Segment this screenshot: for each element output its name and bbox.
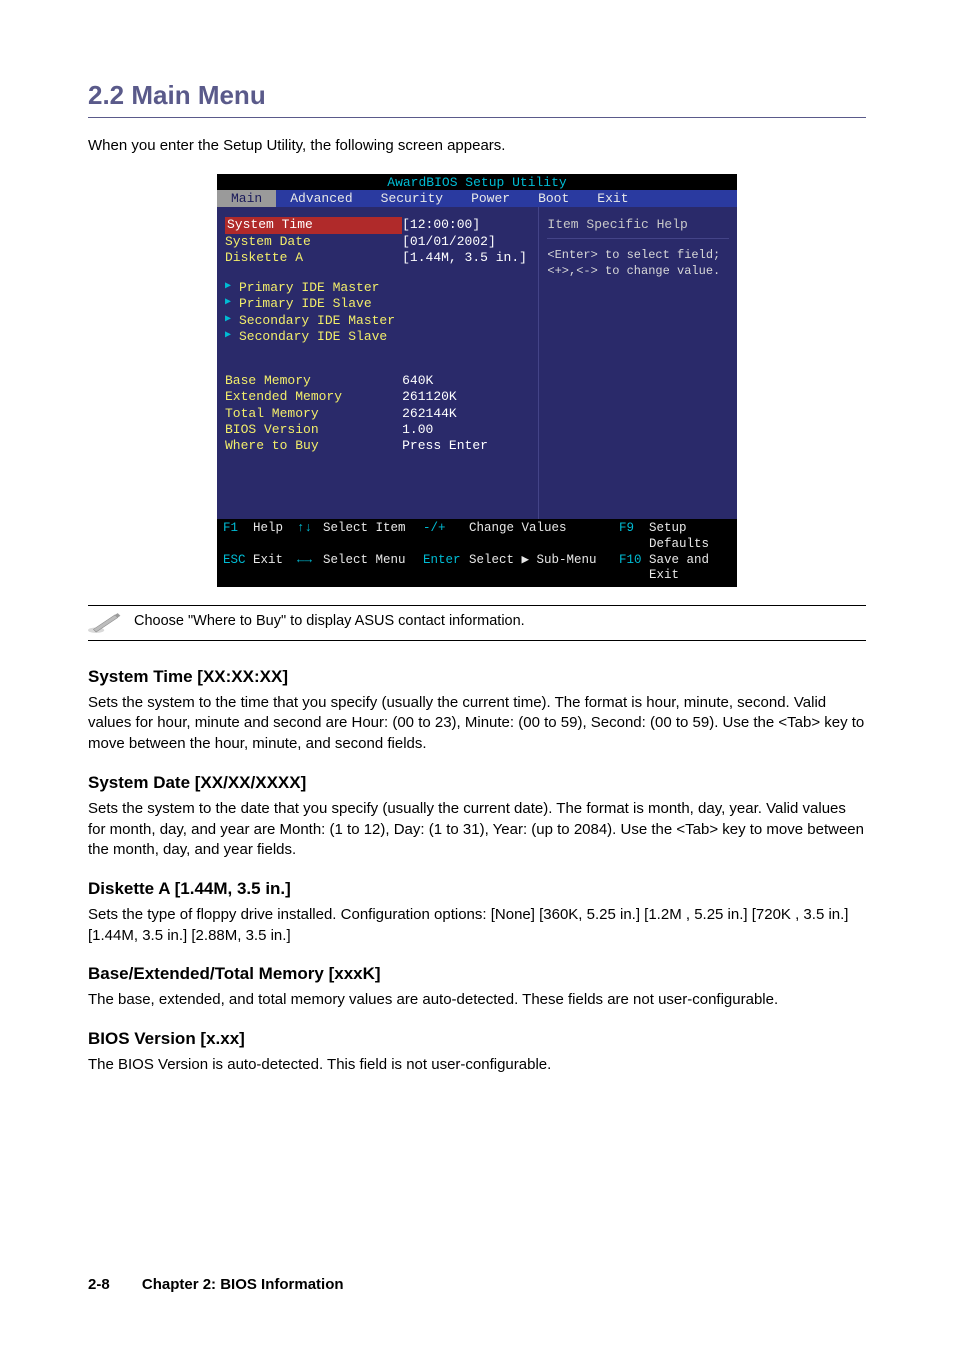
bios-footer-cell: ↑↓ [297, 521, 323, 552]
bios-field-label: Base Memory [225, 373, 402, 389]
bios-footer-cell: Select Item [323, 521, 423, 552]
bios-tab: Exit [583, 190, 642, 207]
bios-field-value: [12:00:00] [402, 217, 530, 233]
section-title: 2.2 Main Menu [88, 80, 866, 111]
bios-tab: Main [217, 190, 276, 207]
bios-submenu-item: Primary IDE Slave [225, 296, 530, 312]
bios-field-value: [01/01/2002] [402, 234, 530, 250]
bios-screenshot: AwardBIOS Setup Utility MainAdvancedSecu… [217, 174, 737, 587]
bios-footer-cell: F1 [223, 521, 253, 552]
bios-footer-cell: Exit [253, 553, 297, 584]
bios-submenu-item: Secondary IDE Slave [225, 329, 530, 345]
bios-field-value: Press Enter [402, 438, 530, 454]
bios-tab: Security [367, 190, 457, 207]
bios-field-value: 261120K [402, 389, 530, 405]
bios-footer-cell: Select Menu [323, 553, 423, 584]
bios-field-label: System Date [225, 234, 402, 250]
bios-footer-cell: F10 [619, 553, 649, 584]
bios-help-title: Item Specific Help [547, 217, 729, 239]
param-body: The BIOS Version is auto-detected. This … [88, 1055, 866, 1076]
bios-field-label: BIOS Version [225, 422, 402, 438]
bios-footer-cell: F9 [619, 521, 649, 552]
bios-field-label: Where to Buy [225, 438, 402, 454]
intro-text: When you enter the Setup Utility, the fo… [88, 136, 866, 156]
bios-left-panel: System Time[12:00:00]System Date[01/01/2… [217, 207, 539, 519]
bios-field-value: 262144K [402, 406, 530, 422]
param-body: Sets the system to the date that you spe… [88, 799, 866, 861]
param-body: Sets the system to the time that you spe… [88, 693, 866, 755]
bios-row: System Time[12:00:00] [225, 217, 530, 233]
section-rule [88, 117, 866, 118]
param-body: The base, extended, and total memory val… [88, 990, 866, 1011]
bios-help-body: <Enter> to select field; <+>,<-> to chan… [547, 247, 729, 279]
bios-tabs: MainAdvancedSecurityPowerBootExit [217, 190, 737, 207]
bios-row: Extended Memory261120K [225, 389, 530, 405]
bios-footer-cell: ←→ [297, 553, 323, 584]
bios-footer-cell: Change Values [469, 521, 619, 552]
bios-row: Where to BuyPress Enter [225, 438, 530, 454]
bios-footer-cell: ESC [223, 553, 253, 584]
bios-field-label: System Time [225, 217, 402, 233]
param-heading: System Date [XX/XX/XXXX] [88, 773, 866, 793]
bios-row: BIOS Version1.00 [225, 422, 530, 438]
bios-submenu-item: Primary IDE Master [225, 280, 530, 296]
bios-row: Base Memory640K [225, 373, 530, 389]
bios-tab: Boot [524, 190, 583, 207]
bios-footer-cell: Help [253, 521, 297, 552]
pen-icon [88, 612, 124, 634]
note-row: Choose "Where to Buy" to display ASUS co… [88, 605, 866, 641]
param-heading: System Time [XX:XX:XX] [88, 667, 866, 687]
bios-footer-cell: Setup Defaults [649, 521, 731, 552]
bios-field-value: [1.44M, 3.5 in.] [402, 250, 530, 266]
page-footer: 2-8 Chapter 2: BIOS Information [88, 1276, 344, 1293]
bios-help-panel: Item Specific Help <Enter> to select fie… [539, 207, 737, 519]
param-heading: Diskette A [1.44M, 3.5 in.] [88, 879, 866, 899]
bios-submenu-item: Secondary IDE Master [225, 313, 530, 329]
param-heading: BIOS Version [x.xx] [88, 1029, 866, 1049]
bios-field-label: Diskette A [225, 250, 402, 266]
bios-field-value: 640K [402, 373, 530, 389]
bios-footer-cell: Enter [423, 553, 469, 584]
bios-field-label: Total Memory [225, 406, 402, 422]
bios-footer-cell: -/+ [423, 521, 469, 552]
bios-footer: F1Help↑↓Select Item-/+Change ValuesF9Set… [217, 519, 737, 587]
bios-field-value: 1.00 [402, 422, 530, 438]
bios-footer-cell: Save and Exit [649, 553, 731, 584]
bios-footer-cell: Select ▶ Sub-Menu [469, 553, 619, 584]
bios-row: Total Memory262144K [225, 406, 530, 422]
bios-title: AwardBIOS Setup Utility [217, 174, 737, 190]
note-text: Choose "Where to Buy" to display ASUS co… [134, 612, 525, 631]
bios-field-label: Extended Memory [225, 389, 402, 405]
bios-row: System Date[01/01/2002] [225, 234, 530, 250]
bios-tab: Power [457, 190, 524, 207]
param-body: Sets the type of floppy drive installed.… [88, 905, 866, 946]
param-heading: Base/Extended/Total Memory [xxxK] [88, 964, 866, 984]
bios-tab: Advanced [276, 190, 366, 207]
bios-row: Diskette A[1.44M, 3.5 in.] [225, 250, 530, 266]
chapter-label: Chapter 2: BIOS Information [142, 1276, 344, 1293]
page-number: 2-8 [88, 1276, 110, 1293]
